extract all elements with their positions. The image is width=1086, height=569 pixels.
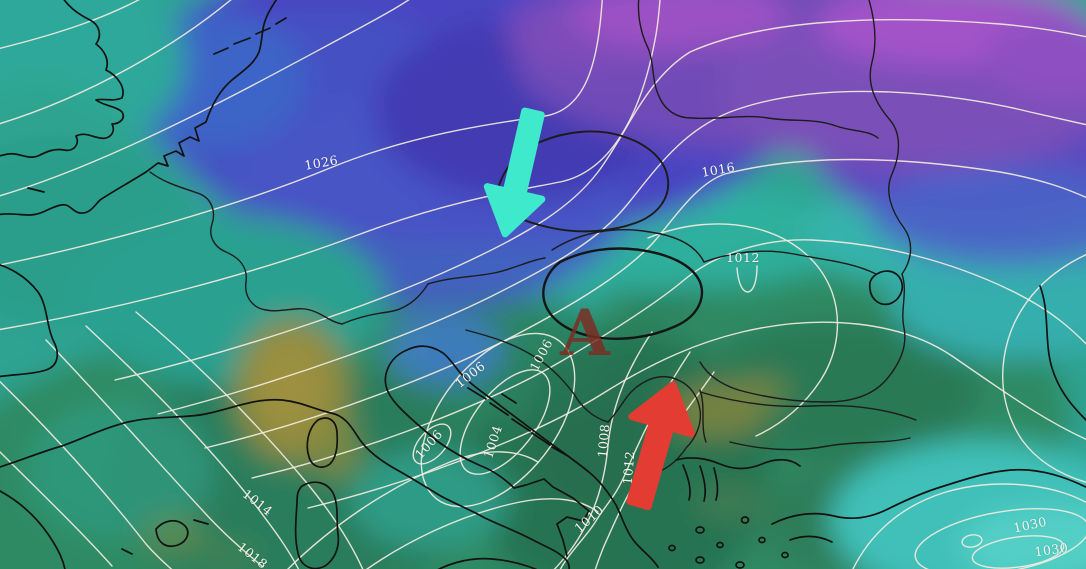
country-borders (149, 0, 917, 473)
isobar-label: 1008 (595, 423, 613, 458)
isobar-label: 1012 (726, 250, 760, 265)
cold-air-down-arrow-icon (483, 107, 546, 238)
isobar-label: 1030 (1034, 540, 1070, 560)
isobar-label: 1026 (303, 152, 339, 173)
isobar-label: 1030 (1012, 514, 1048, 536)
isobar-label: 1016 (700, 159, 736, 180)
warm-air-up-arrow-icon (626, 381, 695, 511)
anticyclone-letter: A (559, 296, 611, 371)
isobar-label: 1012 (620, 450, 638, 485)
